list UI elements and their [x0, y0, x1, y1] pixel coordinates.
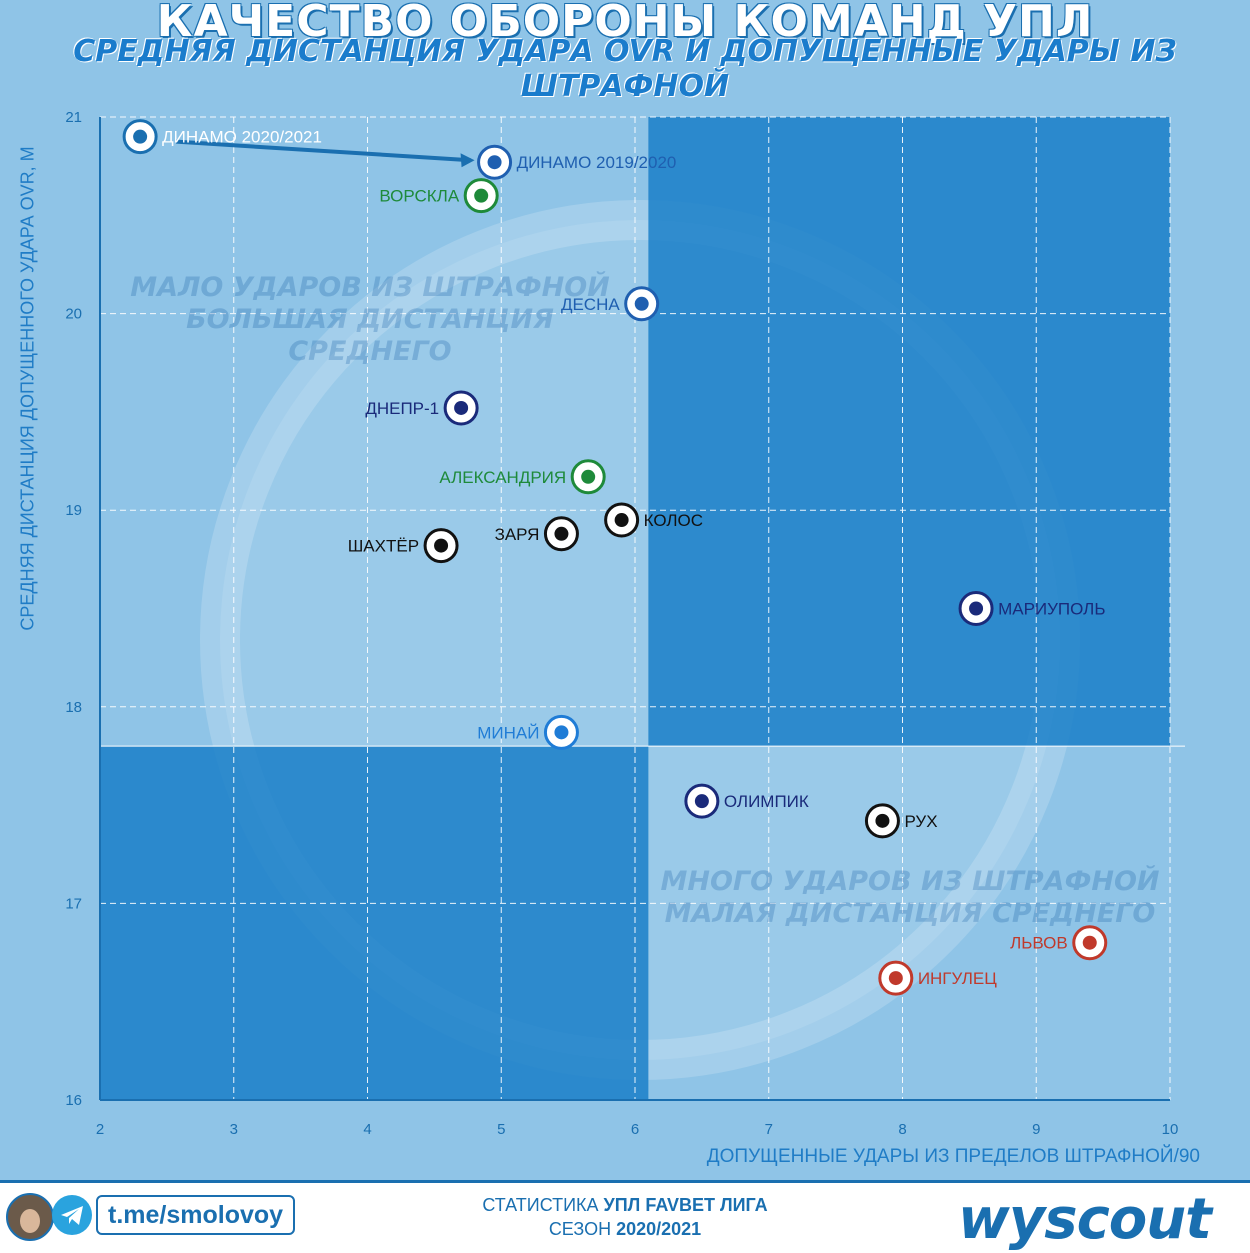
- team-logo-core: [554, 526, 569, 541]
- team-label: КОЛОС: [644, 511, 703, 530]
- season-value: 2020/2021: [616, 1219, 702, 1239]
- y-tick-label: 20: [65, 306, 82, 323]
- team-label: МИНАЙ: [477, 723, 539, 742]
- footer: t.me/smolovoy СТАТИСТИКА УПЛ FAVBET ЛИГА…: [0, 1180, 1250, 1253]
- x-axis-label: ДОПУЩЕННЫЕ УДАРЫ ИЗ ПРЕДЕЛОВ ШТРАФНОЙ/90: [706, 1146, 1200, 1167]
- chart-subtitle: СРЕДНЯЯ ДИСТАНЦИЯ УДАРА OVR И ДОПУЩЕННЫЕ…: [73, 34, 1177, 104]
- team-label: ОЛИМПИК: [724, 792, 809, 811]
- team-label: ШАХТЁР: [348, 537, 419, 556]
- team-point: МАРИУПОЛЬ: [958, 591, 1105, 626]
- team-label: ДЕСНА: [561, 295, 620, 314]
- stat-caption: СТАТИСТИКА УПЛ FAVBET ЛИГА: [430, 1195, 820, 1216]
- team-logo-core: [133, 129, 148, 144]
- team-point: ЛЬВОВ: [1010, 925, 1108, 961]
- x-tick-label: 3: [230, 1121, 238, 1138]
- team-logo-core: [554, 725, 569, 740]
- team-point: ОЛИМПИК: [684, 783, 809, 819]
- y-tick-label: 16: [65, 1092, 82, 1109]
- x-tick-label: 9: [1032, 1121, 1040, 1138]
- team-point: ДНЕПР-1: [365, 390, 479, 426]
- quadrant-note-top-left: МАЛО УДАРОВ ИЗ ШТРАФНОЙ БОЛЬШАЯ ДИСТАНЦИ…: [100, 272, 640, 368]
- y-tick-label: 19: [65, 502, 82, 519]
- team-point: РУХ: [864, 803, 938, 839]
- team-point: АЛЕКСАНДРИЯ: [439, 459, 606, 495]
- quadrant-note-bottom-right-line1: МНОГО УДАРОВ ИЗ ШТРАФНОЙ: [660, 866, 1160, 897]
- quadrant-bottom-left: [100, 746, 649, 1100]
- team-label: ДИНАМО 2020/2021: [162, 128, 322, 147]
- team-label: ЗАРЯ: [495, 525, 540, 544]
- team-logo-core: [614, 513, 629, 528]
- team-label: РУХ: [904, 812, 937, 831]
- quadrant-note-bottom-right: МНОГО УДАРОВ ИЗ ШТРАФНОЙ МАЛАЯ ДИСТАНЦИЯ…: [650, 866, 1170, 930]
- telegram-icon: [52, 1195, 92, 1235]
- x-tick-label: 5: [497, 1121, 505, 1138]
- y-tick-label: 21: [65, 109, 82, 126]
- quadrant-note-top-left-line2: БОЛЬШАЯ ДИСТАНЦИЯ СРЕДНЕГО: [186, 304, 554, 367]
- telegram-link[interactable]: t.me/smolovoy: [96, 1195, 296, 1235]
- tick-layer: 2 3 4 5 6 7 8 9 10 16 17 18 19 20 21: [65, 109, 1178, 1138]
- team-point: ЗАРЯ: [495, 516, 579, 552]
- season-caption: СЕЗОН 2020/2021: [430, 1219, 820, 1240]
- stat-league: УПЛ FAVBET ЛИГА: [603, 1195, 768, 1215]
- x-tick-label: 4: [363, 1121, 371, 1138]
- team-point: ДЕСНА: [561, 286, 660, 322]
- team-point: ШАХТЁР: [348, 528, 459, 564]
- season-prefix: СЕЗОН: [548, 1219, 617, 1239]
- x-tick-label: 6: [631, 1121, 639, 1138]
- stat-prefix: СТАТИСТИКА: [482, 1195, 604, 1215]
- team-point: ДИНАМО 2020/2021: [122, 119, 322, 155]
- quadrant-note-bottom-right-line2: МАЛАЯ ДИСТАНЦИЯ СРЕДНЕГО: [664, 898, 1156, 929]
- team-logo-core: [875, 813, 890, 828]
- team-logo-core: [434, 538, 449, 553]
- x-tick-label: 7: [765, 1121, 773, 1138]
- chart-stage: 2 3 4 5 6 7 8 9 10 16 17 18 19 20 21 ДИНАМО 2020/2021 Д…: [17, 0, 1200, 1167]
- team-logo-core: [487, 155, 502, 170]
- quadrant-note-top-left-line1: МАЛО УДАРОВ ИЗ ШТРАФНОЙ: [130, 272, 610, 303]
- quadrant-top-right: [648, 117, 1170, 747]
- team-label: ДНЕПР-1: [365, 399, 439, 418]
- team-point: ИНГУЛЕЦ: [878, 960, 997, 996]
- y-axis-label: СРЕДНЯЯ ДИСТАНЦИЯ ДОПУЩЕННОГО УДАРА OVR,…: [17, 146, 38, 631]
- team-logo-core: [634, 296, 649, 311]
- team-label: ДИНАМО 2019/2020: [517, 153, 677, 172]
- y-tick-label: 17: [65, 895, 82, 912]
- team-logo-core: [454, 400, 469, 415]
- x-tick-label: 8: [898, 1121, 906, 1138]
- x-tick-label: 10: [1162, 1121, 1179, 1138]
- avatar: [6, 1193, 54, 1241]
- x-tick-label: 2: [96, 1121, 104, 1138]
- team-logo-core: [581, 469, 596, 484]
- dynamo-trend-arrowhead: [460, 153, 475, 168]
- team-logo-core: [969, 601, 984, 616]
- team-logo-core: [888, 971, 903, 986]
- team-point: ВОРСКЛА: [379, 178, 499, 214]
- chart-title: КАЧЕСТВО ОБОРОНЫ КОМАНД УПЛ: [156, 0, 1094, 47]
- team-logo-core: [1082, 935, 1097, 950]
- team-label: МАРИУПОЛЬ: [998, 600, 1105, 619]
- team-logo-core: [694, 794, 709, 809]
- team-label: АЛЕКСАНДРИЯ: [439, 468, 566, 487]
- team-point: МИНАЙ: [477, 714, 579, 750]
- dynamo-trend-arrow: [175, 139, 471, 163]
- team-logo-core: [474, 188, 489, 203]
- team-label: ВОРСКЛА: [379, 187, 459, 206]
- team-label: ИНГУЛЕЦ: [918, 969, 997, 988]
- team-point: ДИНАМО 2019/2020: [477, 144, 677, 180]
- wyscout-logo: wyscout: [958, 1187, 1212, 1252]
- y-tick-label: 18: [65, 699, 82, 716]
- background-layer: [100, 117, 1170, 1100]
- mark-layer: ДИНАМО 2020/2021 ДИНАМО 2019/2020 ВОРСКЛА Д…: [122, 119, 1108, 996]
- team-label: ЛЬВОВ: [1010, 934, 1068, 953]
- team-point: КОЛОС: [604, 502, 703, 538]
